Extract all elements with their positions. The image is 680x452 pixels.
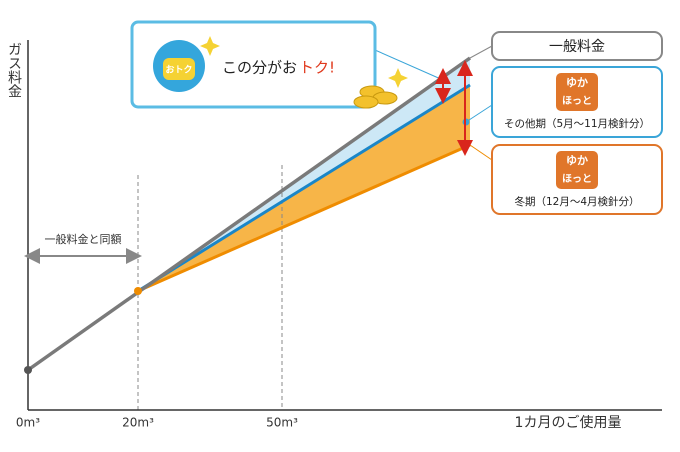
coins — [353, 85, 398, 109]
callout-text: この分がお — [222, 59, 297, 77]
logo — [556, 73, 598, 111]
legend-label: 冬期（12月～4月検針分） — [514, 195, 639, 208]
general-line — [26, 56, 472, 372]
callout-highlight: トク! — [299, 59, 335, 77]
logo — [556, 151, 598, 189]
x-tick-label: 50m³ — [266, 416, 298, 430]
legend-label: 一般料金 — [549, 39, 605, 55]
x-tick-label: 20m³ — [122, 416, 154, 430]
other-line — [137, 83, 471, 293]
logo-text: ゆか — [566, 76, 588, 89]
y-axis-label: ガス料金 — [6, 42, 22, 98]
logo-text: ほっと — [562, 95, 592, 107]
sparkle — [388, 68, 408, 88]
icon-label: おトク — [165, 65, 192, 76]
start-point — [24, 366, 32, 374]
range-label: 一般料金と同額 — [45, 232, 122, 246]
legend-box — [491, 31, 663, 61]
leader — [374, 49, 444, 81]
logo-text: ゆか — [566, 154, 588, 167]
sparkle — [200, 36, 220, 56]
leader — [469, 144, 493, 161]
winter-line — [137, 143, 471, 293]
branch-point — [134, 287, 142, 295]
legend-label: その他期（5月～11月検針分） — [504, 117, 650, 130]
leader — [469, 45, 493, 59]
logo-text: ほっと — [562, 173, 592, 185]
x-tick-label: 0m³ — [16, 416, 40, 430]
x-axis-title: 1カ月のご使用量 — [515, 414, 622, 431]
wallet-icon — [163, 58, 195, 80]
